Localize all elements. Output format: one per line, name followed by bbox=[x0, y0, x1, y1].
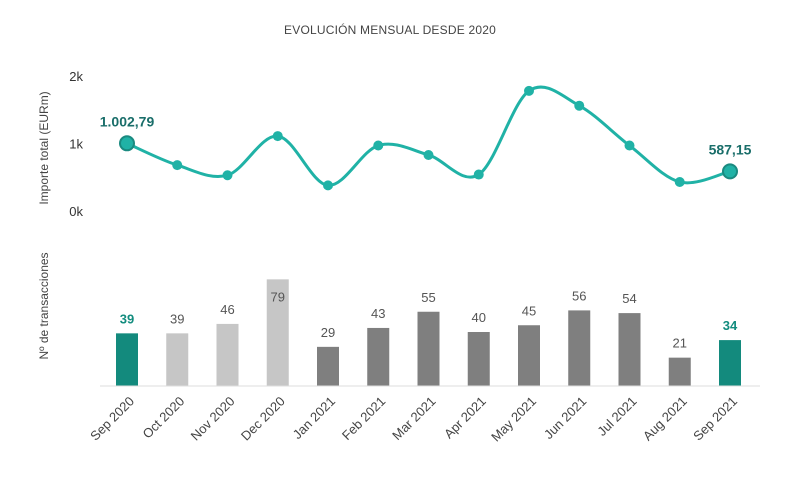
x-category-label: Aug 2021 bbox=[640, 394, 690, 444]
line-point bbox=[574, 100, 585, 111]
bar-value-label: 40 bbox=[472, 310, 486, 325]
line-y-tick-label: 0k bbox=[69, 204, 83, 219]
line-point bbox=[524, 85, 534, 96]
line-point bbox=[624, 140, 635, 151]
x-category-label: Jun 2021 bbox=[541, 394, 589, 442]
x-category-label: Mar 2021 bbox=[389, 394, 438, 443]
x-category-label: Feb 2021 bbox=[339, 394, 388, 443]
line-series: 1.002,79 587,15 bbox=[100, 85, 752, 191]
line-path bbox=[126, 85, 731, 187]
bar-value-label: 54 bbox=[622, 291, 636, 306]
bar bbox=[417, 311, 440, 386]
line-y-ticks: 0k 1k 2k bbox=[69, 69, 83, 219]
bar-y-axis-title: Nº de transacciones bbox=[37, 252, 51, 359]
line-point bbox=[423, 149, 434, 160]
x-category-label: Apr 2021 bbox=[441, 394, 489, 442]
line-point bbox=[172, 160, 183, 171]
line-point bbox=[373, 140, 384, 151]
line-point bbox=[674, 176, 685, 187]
line-point bbox=[722, 163, 738, 180]
bar-value-label: 21 bbox=[673, 336, 687, 351]
x-category-label: Sep 2021 bbox=[690, 394, 740, 444]
bar bbox=[166, 333, 189, 386]
bar-value-label: 56 bbox=[572, 288, 586, 303]
chart-title: EVOLUCIÓN MENSUAL DESDE 2020 bbox=[284, 22, 496, 37]
x-category-labels: Sep 2020 Oct 2020 Nov 2020 Dec 2020 Jan 2021… bbox=[87, 394, 740, 445]
bar bbox=[367, 327, 390, 386]
line-value-label: 587,15 bbox=[709, 141, 752, 157]
bar bbox=[467, 332, 490, 386]
bar-value-label: 39 bbox=[120, 311, 134, 326]
line-y-axis-title: Importe total (EURm) bbox=[37, 91, 51, 204]
x-category-label: Nov 2020 bbox=[188, 394, 238, 444]
bar bbox=[317, 346, 339, 386]
bar bbox=[518, 325, 540, 386]
x-category-label: Oct 2020 bbox=[139, 394, 187, 442]
line-point bbox=[323, 180, 333, 191]
bar bbox=[266, 279, 289, 386]
x-category-label: Jan 2021 bbox=[290, 394, 338, 442]
line-y-tick-label: 2k bbox=[69, 69, 83, 84]
bar bbox=[216, 323, 239, 386]
bar bbox=[568, 310, 591, 386]
line-value-label: 1.002,79 bbox=[100, 113, 155, 129]
x-category-label: Dec 2020 bbox=[238, 394, 288, 444]
bar bbox=[668, 357, 691, 386]
x-category-label: Sep 2020 bbox=[87, 394, 137, 444]
bar-value-label: 79 bbox=[271, 289, 285, 304]
bar bbox=[618, 313, 641, 386]
x-category-label: May 2021 bbox=[488, 394, 539, 445]
bar-value-label: 55 bbox=[421, 290, 435, 305]
line-point bbox=[272, 131, 283, 142]
bar-value-label: 29 bbox=[321, 325, 335, 340]
bar-series: 39 39 46 79 29 43 55 40 45 56 54 21 34 bbox=[116, 279, 741, 386]
bar-value-label: 34 bbox=[723, 318, 738, 333]
bar-value-label: 46 bbox=[220, 302, 234, 317]
line-point bbox=[473, 169, 484, 180]
bar-value-label: 45 bbox=[522, 303, 536, 318]
bar bbox=[116, 333, 138, 386]
bar-value-label: 43 bbox=[371, 306, 385, 321]
line-y-tick-label: 1k bbox=[69, 137, 83, 152]
line-point bbox=[222, 170, 233, 181]
x-category-label: Jul 2021 bbox=[594, 394, 639, 439]
bar-value-label: 39 bbox=[170, 311, 184, 326]
bar bbox=[719, 340, 741, 386]
line-point bbox=[119, 135, 135, 152]
